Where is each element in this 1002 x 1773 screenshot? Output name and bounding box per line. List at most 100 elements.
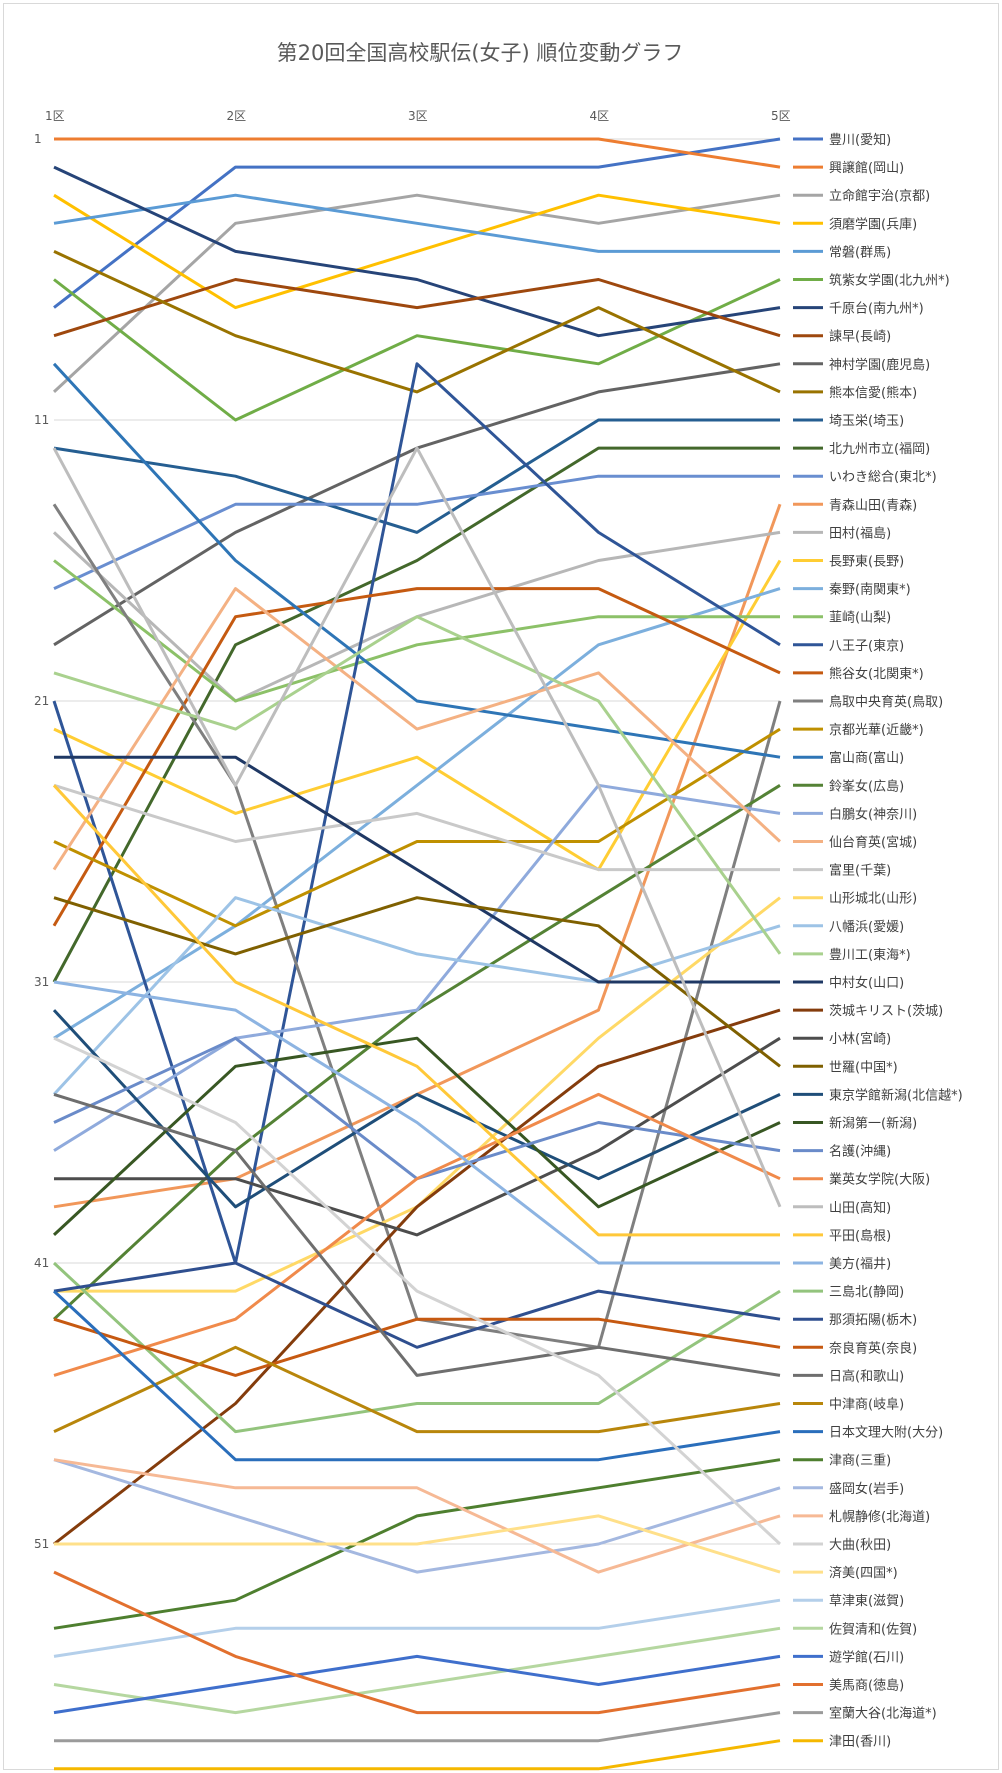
- legend-label: 奈良育英(奈良): [829, 1340, 917, 1356]
- legend-label: 日高(和歌山): [829, 1368, 904, 1384]
- legend-label: 仙台育英(宮城): [829, 835, 917, 851]
- series-line: [52, 1290, 781, 1462]
- legend-label: 世羅(中国*): [829, 1060, 898, 1075]
- legend-label: 中津商(岐阜): [829, 1397, 904, 1413]
- legend-label: 八幡浜(愛媛): [829, 920, 904, 935]
- legend-label: 田村(福島): [829, 526, 891, 541]
- x-tick-label: 3区: [408, 109, 428, 123]
- legend-label: 山形城北(山形): [829, 892, 917, 907]
- legend-label: 那須拓陽(栃木): [829, 1313, 917, 1328]
- series-line: [53, 1092, 781, 1377]
- legend-label: 中村女(山口): [829, 975, 904, 991]
- series-line: [52, 503, 782, 1349]
- legend-label: 室蘭大谷(北海道*): [829, 1706, 937, 1722]
- legend-label: 鈴峯女(広島): [829, 778, 904, 794]
- legend-label: 神村学園(鹿児島): [829, 357, 930, 373]
- legend-label: 豊川(愛知): [829, 132, 891, 148]
- series-line: [53, 1036, 782, 1546]
- series-line: [52, 1036, 781, 1236]
- legend-label: 千原台(南九州*): [829, 301, 924, 317]
- series-line: [53, 1598, 781, 1658]
- legend-label: 鳥取中央育英(鳥取): [829, 694, 943, 710]
- legend-label: 佐賀清和(佐賀): [829, 1622, 917, 1637]
- series-line: [53, 1261, 781, 1349]
- y-tick-label: 31: [34, 975, 49, 989]
- series-line: [54, 1514, 781, 1574]
- legend-label: 諫早(長崎): [829, 329, 891, 345]
- legend-label: 須磨学園(兵庫): [829, 216, 917, 232]
- legend-label: 立命館宇治(京都): [829, 188, 930, 204]
- legend-label: 新潟第一(新潟): [829, 1116, 917, 1132]
- x-axis-ticks: 1区 2区 3区 4区 5区: [45, 109, 791, 123]
- series-line: [53, 1092, 781, 1377]
- series-line: [54, 1036, 781, 1237]
- y-tick-label: 1: [34, 132, 42, 146]
- series-line: [53, 193, 781, 310]
- y-tick-label: 21: [34, 694, 49, 708]
- legend-label: 遊学館(石川): [829, 1649, 904, 1665]
- series-line: [52, 362, 781, 759]
- legend-label: 長野東(長野): [829, 554, 904, 570]
- series-lines: [52, 137, 782, 1771]
- legend-label: 札幌静修(北海道): [829, 1509, 930, 1525]
- legend-label: 富山商(富山): [829, 750, 904, 766]
- series-line: [53, 1008, 781, 1546]
- series-line: [53, 250, 781, 394]
- legend-label: 津田(香川): [829, 1735, 891, 1750]
- series-line: [53, 193, 780, 253]
- legend-label: 白鵬女(神奈川): [829, 806, 917, 822]
- legend-label: 業英女学院(大阪): [829, 1172, 930, 1188]
- legend-label: 済美(四国*): [829, 1565, 898, 1581]
- legend-label: 八王子(東京): [829, 638, 904, 654]
- series-line: [52, 896, 781, 1096]
- legend-label: 津商(三重): [829, 1453, 891, 1469]
- series-line: [53, 896, 781, 1068]
- legend-label: 山田(高知): [829, 1200, 891, 1216]
- legend-label: 名護(沖縄): [829, 1144, 891, 1160]
- series-line: [53, 278, 781, 338]
- series-line: [54, 755, 780, 984]
- series-line: [53, 727, 781, 928]
- legend-label: 筑紫女学園(北九州*): [829, 273, 950, 289]
- series-line: [53, 1654, 781, 1715]
- series-line: [53, 165, 781, 338]
- series-line: [53, 1458, 781, 1574]
- legend-label: 美方(福井): [829, 1256, 891, 1272]
- series-line: [53, 418, 780, 534]
- legend-label: 埼玉栄(埼玉): [829, 414, 904, 429]
- x-tick-label: 1区: [45, 109, 65, 123]
- legend-label: 熊本信愛(熊本): [829, 385, 917, 401]
- legend-label: 平田(島根): [829, 1229, 891, 1244]
- series-line: [53, 1345, 781, 1434]
- series-line: [53, 1570, 781, 1715]
- series-line: [53, 559, 782, 872]
- series-line: [53, 783, 781, 1152]
- series-line: [52, 193, 781, 393]
- y-tick-label: 51: [34, 1537, 49, 1551]
- series-line: [53, 1626, 781, 1715]
- x-tick-label: 2区: [227, 109, 247, 123]
- legend-label: 東京学館新潟(北信越*): [829, 1087, 963, 1103]
- legend: 豊川(愛知) 興譲館(岡山) 立命館宇治(京都) 須磨学園(兵庫) 常磐(群馬) 筑紫女学…: [793, 132, 963, 1750]
- legend-label: 青森山田(青森): [829, 498, 917, 513]
- legend-label: 常磐(群馬): [829, 245, 891, 260]
- series-line: [54, 1739, 781, 1771]
- series-line: [52, 446, 782, 1208]
- series-line: [53, 1036, 781, 1181]
- x-tick-label: 5区: [771, 109, 791, 123]
- legend-label: 秦野(南関東*): [829, 582, 911, 598]
- legend-label: 大曲(秋田): [829, 1538, 891, 1553]
- series-line: [52, 587, 781, 927]
- series-line: [53, 137, 781, 309]
- legend-label: 興譲館(岡山): [829, 160, 904, 176]
- series-line: [52, 784, 781, 1321]
- legend-label: 三島北(静岡): [829, 1285, 904, 1300]
- series-line: [53, 1458, 781, 1630]
- series-line: [53, 1317, 781, 1377]
- series-line: [53, 783, 780, 872]
- legend-label: いわき総合(東北*): [829, 469, 937, 485]
- x-tick-label: 4区: [590, 109, 610, 123]
- legend-label: 草津東(滋賀): [829, 1593, 904, 1609]
